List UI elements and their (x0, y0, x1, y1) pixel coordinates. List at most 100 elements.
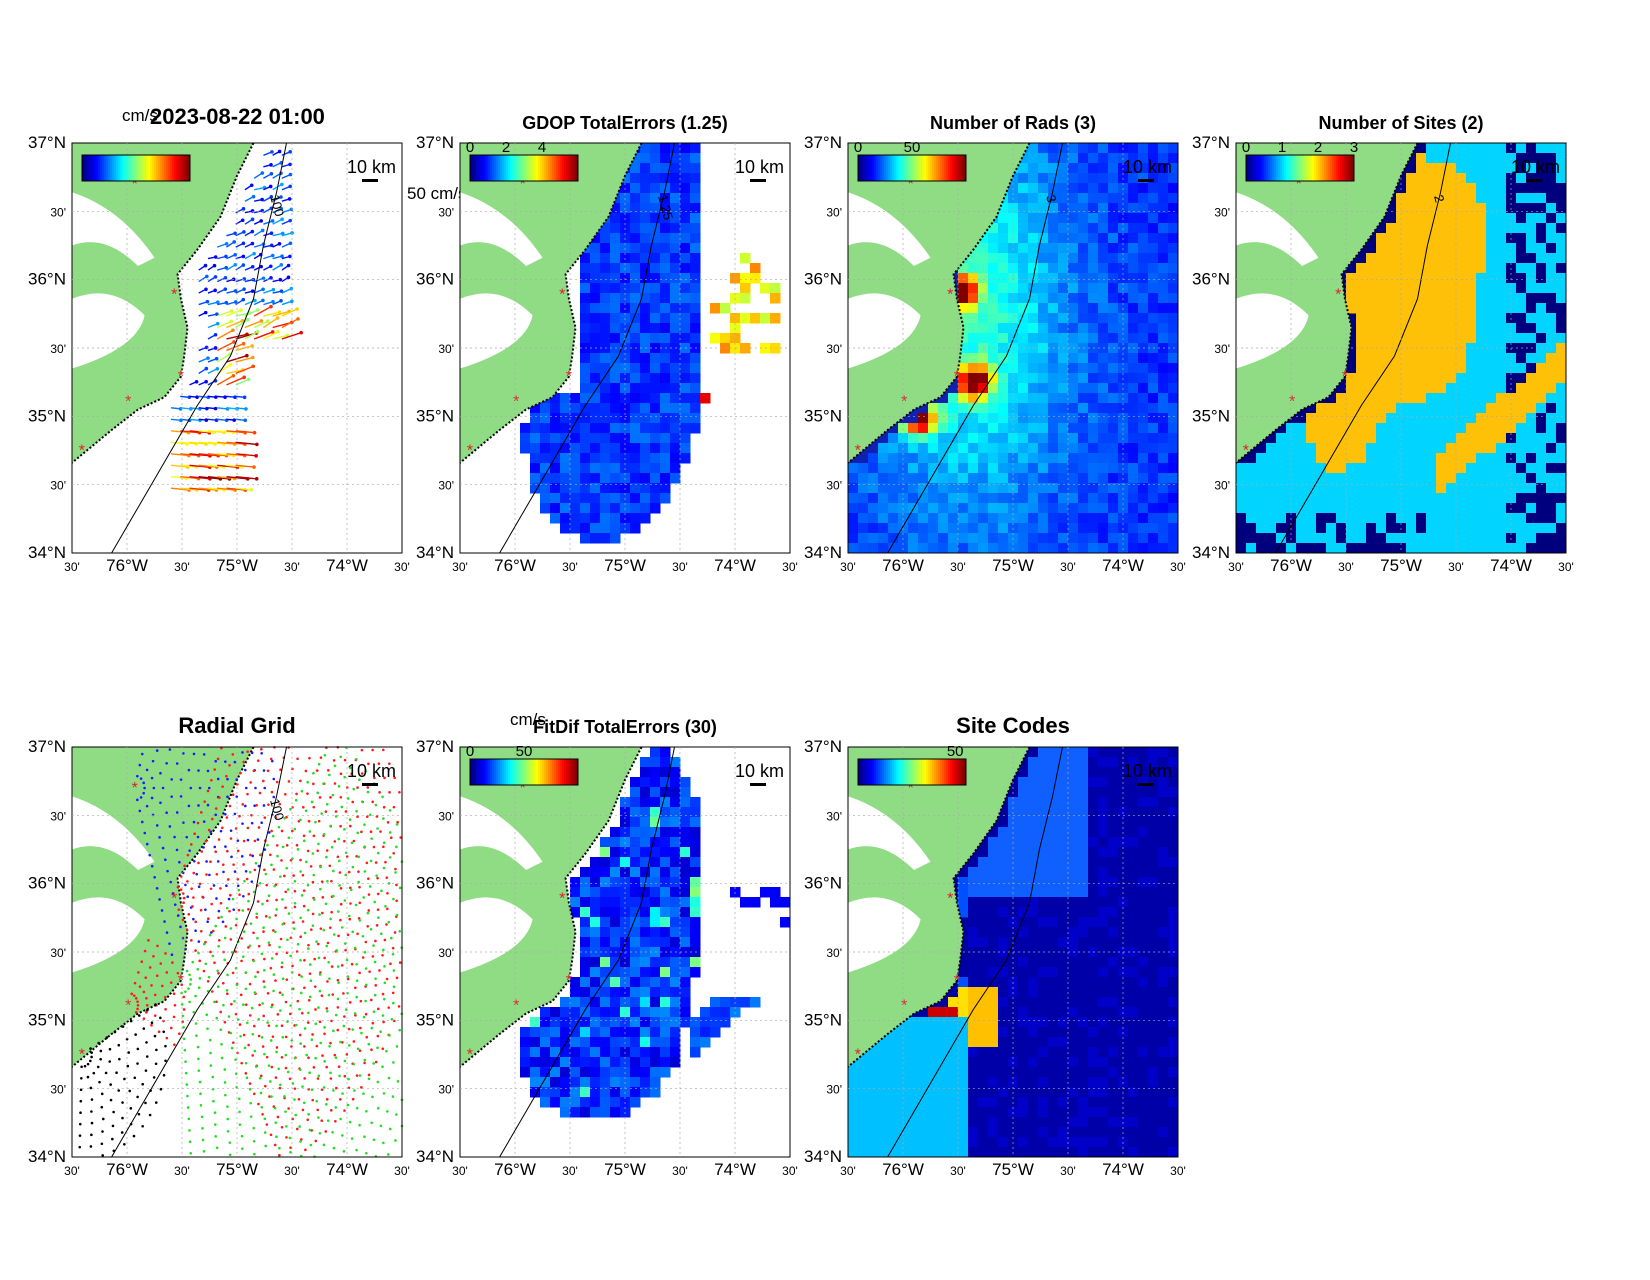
radial-grid-point (341, 1134, 344, 1137)
radial-grid-point (328, 1045, 331, 1048)
grid-cell (1028, 333, 1039, 344)
grid-cell (1456, 323, 1467, 334)
grid-cell (1406, 543, 1417, 554)
radial-grid-point (269, 1080, 272, 1083)
grid-cell (1556, 523, 1567, 534)
radial-grid-point (299, 780, 302, 783)
grid-cell (680, 263, 691, 274)
grid-cell (600, 243, 611, 254)
grid-cell (610, 453, 621, 464)
grid-cell (848, 513, 859, 524)
radial-grid-point (283, 1095, 286, 1098)
radial-grid-point (385, 923, 388, 926)
radial-grid-point (285, 1001, 288, 1004)
lat-tick-label: 30' (50, 1083, 66, 1097)
grid-cell (1128, 263, 1139, 274)
grid-cell (868, 463, 879, 474)
grid-cell (1028, 473, 1039, 484)
radial-grid-point (278, 826, 281, 829)
grid-cell (1516, 213, 1527, 224)
radial-grid-point (189, 983, 192, 986)
radial-grid-point (198, 986, 201, 989)
grid-cell (1098, 173, 1109, 184)
colorbar-swatch (558, 155, 560, 181)
grid-cell (1516, 493, 1527, 504)
grid-cell (1536, 203, 1547, 214)
panel-title: Radial Grid (178, 713, 295, 738)
radial-grid-point (265, 884, 268, 887)
radial-grid-point (210, 903, 213, 906)
grid-cell (610, 273, 621, 284)
grid-cell (570, 897, 581, 908)
grid-cell (888, 513, 899, 524)
grid-cell (1476, 313, 1487, 324)
grid-cell (640, 473, 651, 484)
radial-grid-point (368, 893, 371, 896)
radial-grid-point (339, 1098, 342, 1101)
grid-cell (1148, 403, 1159, 414)
grid-cell (1486, 293, 1497, 304)
grid-cell (1246, 533, 1257, 544)
grid-cell (650, 877, 661, 888)
radial-grid-point (142, 782, 145, 785)
grid-cell (1386, 323, 1397, 334)
grid-cell (1038, 173, 1049, 184)
radial-grid-point (249, 1014, 252, 1017)
grid-cell (1346, 393, 1357, 404)
grid-cell (1406, 393, 1417, 404)
radial-grid-point (240, 937, 243, 940)
radial-grid-point (325, 1066, 328, 1069)
colorbar-swatch (480, 155, 482, 181)
radial-grid-point (198, 960, 201, 963)
colorbar-swatch (152, 155, 154, 181)
radial-grid-point (262, 980, 265, 983)
grid-cell (1366, 513, 1377, 524)
grid-cell (610, 533, 621, 544)
grid-cell (1028, 163, 1039, 174)
lon-tick-label: 76°W (106, 1160, 148, 1179)
grid-cell (1476, 493, 1487, 504)
current-vector-head (269, 185, 273, 189)
grid-cell (610, 393, 621, 404)
grid-cell (560, 423, 571, 434)
grid-cell (1138, 193, 1149, 204)
grid-cell (1128, 303, 1139, 314)
grid-cell (1446, 213, 1457, 224)
grid-cell (1446, 423, 1457, 434)
grid-cell (1336, 423, 1347, 434)
grid-cell (670, 997, 681, 1008)
colorbar-swatch (122, 155, 124, 181)
radial-grid-point (301, 790, 304, 793)
grid-cell (1098, 473, 1109, 484)
grid-cell (1446, 383, 1457, 394)
radial-grid-point (214, 1135, 217, 1138)
radial-grid-point (334, 1120, 337, 1123)
grid-cell (1138, 383, 1149, 394)
grid-cell (670, 837, 681, 848)
radial-grid-point (276, 781, 279, 784)
grid-cell (630, 977, 641, 988)
grid-cell (1416, 373, 1427, 384)
grid-cell (1326, 523, 1337, 534)
grid-cell (968, 293, 979, 304)
radial-grid-point (183, 1008, 186, 1011)
radial-grid-point (381, 1047, 384, 1050)
colorbar-swatch (1316, 155, 1318, 181)
grid-cell (1526, 233, 1537, 244)
grid-cell (1098, 433, 1109, 444)
radial-grid-point (343, 1075, 346, 1078)
radial-grid-point (317, 1116, 320, 1119)
radial-grid-point (300, 992, 303, 995)
grid-cell (1018, 373, 1029, 384)
grid-cell (1028, 363, 1039, 374)
grid-cell (1426, 323, 1437, 334)
radial-grid-point (276, 855, 279, 858)
grid-cell (1466, 513, 1477, 524)
grid-cell (1486, 203, 1497, 214)
grid-cell (1018, 163, 1029, 174)
grid-cell (1426, 163, 1437, 174)
grid-cell (1536, 333, 1547, 344)
grid-cell (670, 263, 681, 274)
grid-cell (660, 173, 671, 184)
grid-cell (1446, 253, 1457, 264)
